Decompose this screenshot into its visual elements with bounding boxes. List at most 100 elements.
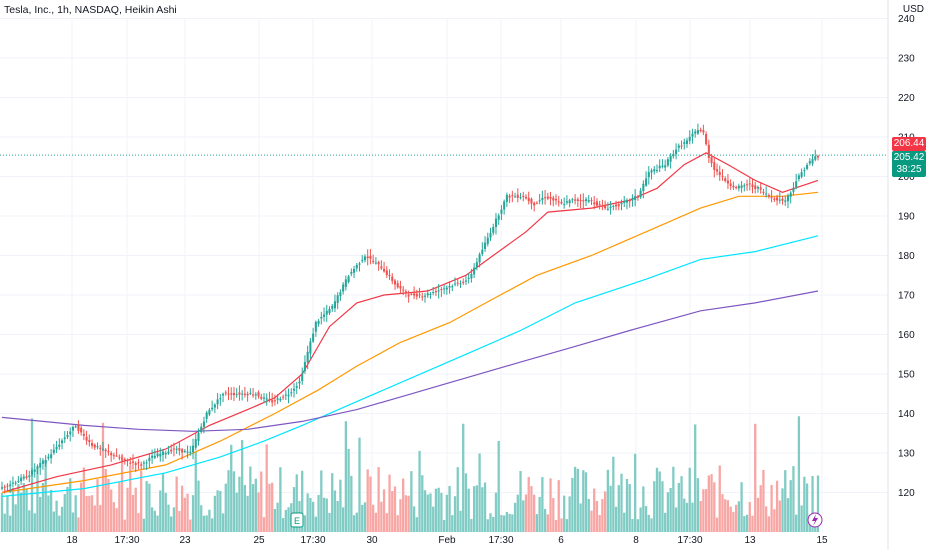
volume-bar (268, 483, 271, 532)
candle-body (413, 293, 416, 296)
volume-bar (664, 512, 667, 532)
volume-bar (816, 475, 820, 532)
candle-body (516, 194, 519, 198)
candle-body (246, 393, 249, 396)
candle-body (391, 276, 394, 282)
volume-bar (445, 494, 448, 532)
volume-bar (344, 421, 348, 532)
volume-bar (317, 494, 320, 532)
volume-bar (339, 479, 342, 532)
candle-body (715, 169, 719, 172)
volume-bar (519, 471, 522, 532)
candle-body (282, 396, 285, 398)
candle-body (467, 277, 470, 279)
volume-bar (584, 472, 588, 532)
volume-bar (740, 482, 743, 532)
volume-bar (721, 494, 724, 532)
volume-bar (773, 509, 776, 532)
candle-body (50, 454, 53, 459)
volume-bar (197, 480, 200, 532)
candle-body (726, 180, 729, 184)
volume-bar (363, 502, 367, 532)
lightning-icon[interactable] (807, 512, 823, 528)
candle-body (456, 282, 459, 284)
candle-body (194, 439, 197, 448)
candle-body (33, 469, 36, 472)
volume-bar (475, 485, 479, 532)
volume-bar (107, 478, 110, 532)
symbol-title[interactable]: Tesla, Inc., 1h, NASDAQ, Heikin Ashi (4, 4, 177, 16)
volume-bar (694, 424, 697, 532)
candle-body (260, 396, 263, 399)
candle-body (494, 218, 498, 228)
candle-body (432, 292, 435, 294)
candle-body (735, 187, 738, 189)
last-price-badge: 206.44 (892, 137, 926, 151)
candle-body (407, 294, 410, 297)
candle-body (104, 449, 107, 452)
volume-bar (361, 504, 364, 532)
candle-body (347, 276, 350, 283)
candle-body (453, 283, 457, 285)
volume-bar (205, 515, 208, 532)
candle-body (429, 294, 432, 296)
volume-bar (17, 483, 20, 532)
candle-body (756, 187, 759, 189)
moving-average-line (1, 235, 819, 497)
earnings-marker-icon[interactable]: E (290, 512, 304, 528)
volume-bar (153, 510, 156, 532)
price-axis[interactable]: 240230220210200190180170160150140130120 (887, 0, 915, 550)
price-tick-label: 230 (898, 54, 915, 65)
volume-bar (579, 503, 582, 532)
candle-body (606, 208, 609, 210)
candle-body (800, 172, 803, 177)
volume-bar (786, 498, 790, 532)
candle-body (202, 421, 205, 427)
candle-body (464, 280, 467, 282)
candle-body (574, 199, 577, 201)
candle-body (544, 197, 547, 199)
volume-bar (55, 500, 58, 532)
candle-body (514, 196, 517, 198)
time-axis[interactable]: 18 17:30 23 25 17:30 30 Feb 17:30 6 8 17:30 13 15 (66, 535, 828, 546)
candle-body (249, 393, 252, 395)
candle-body (699, 129, 702, 132)
countdown-badge: 38:25 (892, 163, 926, 177)
candle-body (497, 215, 500, 220)
candle-body (685, 140, 689, 144)
grid (0, 18, 888, 532)
volume-bar (380, 501, 383, 532)
time-tick-label: 23 (179, 535, 191, 546)
candle-body (524, 196, 528, 199)
candle-body (380, 266, 383, 269)
candle-body (385, 270, 388, 276)
volume-bar (601, 499, 604, 532)
candle-body (9, 484, 12, 487)
volume-bar (260, 471, 263, 532)
volume-bar (99, 505, 102, 532)
volume-bar (811, 476, 814, 532)
candle-body (361, 259, 364, 261)
candle-body (257, 392, 260, 397)
volume-bar (19, 492, 23, 532)
volume-bar (500, 515, 503, 532)
volume-bar (311, 501, 315, 532)
candle-body (55, 447, 58, 450)
candle-body (301, 373, 304, 381)
volume-bar (140, 470, 143, 532)
candle-body (503, 201, 506, 210)
volume-bar (331, 473, 334, 532)
volume-bar (573, 466, 577, 532)
volume-bar (797, 416, 801, 532)
candle-body (131, 461, 135, 463)
volume-bar (650, 518, 653, 532)
candle-body (694, 131, 697, 134)
volume-bar (576, 468, 579, 532)
candle-body (707, 144, 710, 158)
candle-body (410, 293, 413, 295)
candle-body (620, 202, 623, 205)
candle-body (328, 309, 331, 314)
candle-body (235, 394, 238, 396)
